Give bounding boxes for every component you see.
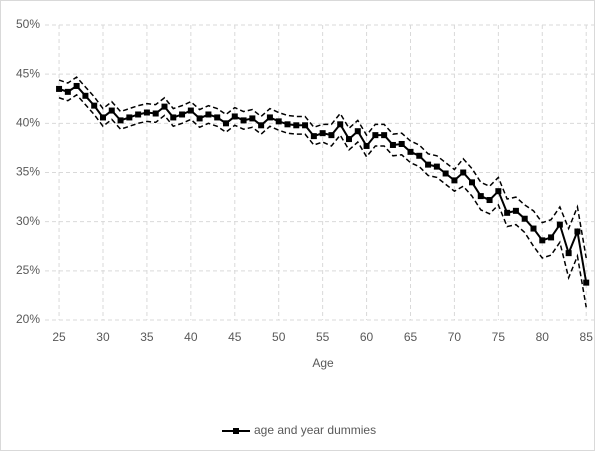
marker [381,132,388,139]
x-tick-label: 80 [536,330,550,344]
marker [240,117,247,124]
marker [574,228,581,235]
marker [108,107,115,114]
marker [407,148,414,155]
marker [425,161,432,168]
marker [266,114,273,121]
marker [152,110,159,117]
y-tick-label: 25% [16,263,40,277]
marker [293,122,300,129]
x-tick-label: 85 [580,330,594,344]
marker [319,130,326,137]
y-tick-label: 35% [16,165,40,179]
band-line [58,93,587,308]
marker [495,188,502,195]
marker [231,113,238,120]
legend-marker [233,428,239,434]
y-tick-label: 30% [16,214,40,228]
marker [214,114,221,121]
marker [468,179,475,186]
x-tick-label: 75 [492,330,506,344]
marker [442,170,449,177]
marker [345,136,352,143]
marker [302,122,309,129]
x-tick-label: 35 [140,330,154,344]
marker [512,207,519,214]
marker [249,115,256,122]
marker [416,152,423,159]
x-tick-label: 45 [228,330,242,344]
marker [433,163,440,170]
x-tick-label: 55 [316,330,330,344]
x-tick-label: 40 [184,330,198,344]
marker [389,141,396,148]
x-tick-label: 70 [448,330,462,344]
marker [398,140,405,147]
y-tick-label: 20% [16,312,40,326]
marker [354,128,361,135]
x-tick-label: 65 [404,330,418,344]
x-tick-label: 50 [272,330,286,344]
marker [99,114,106,121]
marker [372,132,379,139]
marker [477,193,484,200]
x-tick-label: 30 [96,330,110,344]
legend-label: age and year dummies [254,423,376,437]
marker [82,92,89,99]
marker [310,133,317,140]
marker [328,132,335,139]
x-tick-label: 25 [52,330,66,344]
marker [583,279,590,286]
marker [222,120,229,127]
marker [275,118,282,125]
marker [565,250,572,257]
y-tick-label: 50% [16,17,40,31]
marker [135,111,142,118]
marker [56,85,63,92]
marker [337,121,344,128]
marker [363,142,370,149]
marker [161,103,168,110]
marker [205,111,212,118]
marker [530,225,537,232]
y-tick-label: 45% [16,66,40,80]
marker [556,221,563,228]
marker [460,169,467,176]
x-axis-label: Age [312,356,334,370]
marker [539,237,546,244]
marker [486,197,493,204]
x-tick-label: 60 [360,330,374,344]
marker [179,111,186,118]
marker [91,102,98,109]
marker [284,121,291,128]
y-tick-label: 40% [16,116,40,130]
marker [548,234,555,241]
marker [504,209,511,216]
marker [170,114,177,121]
band-line [58,76,587,259]
marker [64,88,71,95]
marker [143,109,150,116]
marker [451,177,458,184]
marker [258,122,265,129]
marker [126,114,133,121]
marker [117,117,124,124]
marker [73,82,80,89]
marker [196,115,203,122]
marker [187,107,194,114]
marker [521,215,528,222]
